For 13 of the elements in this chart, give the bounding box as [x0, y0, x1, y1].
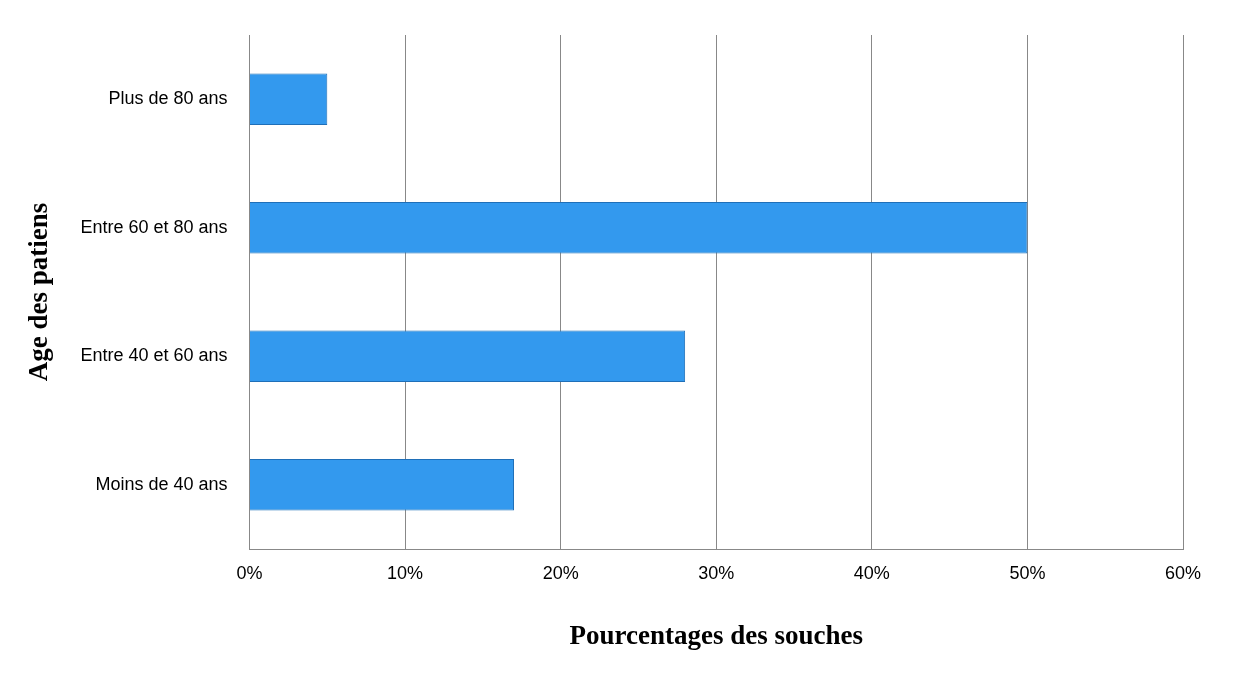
- y-tick-label: Plus de 80 ans: [108, 88, 228, 109]
- y-axis-title: Age des patiens: [23, 202, 54, 382]
- x-tick-label: 40%: [853, 562, 890, 583]
- x-tick-label: 0%: [236, 562, 263, 583]
- x-tick-label: 10%: [387, 562, 424, 583]
- x-tick-label: 30%: [698, 562, 735, 583]
- y-tick-label: Entre 60 et 80 ans: [80, 216, 228, 237]
- x-axis-title: Pourcentages des souches: [569, 619, 863, 650]
- x-tick-label: 50%: [1009, 562, 1046, 583]
- x-tick-label: 20%: [542, 562, 579, 583]
- y-tick-label: Entre 40 et 60 ans: [80, 345, 228, 366]
- y-tick-label: Moins de 40 ans: [95, 473, 228, 494]
- x-tick-label: 60%: [1164, 562, 1202, 583]
